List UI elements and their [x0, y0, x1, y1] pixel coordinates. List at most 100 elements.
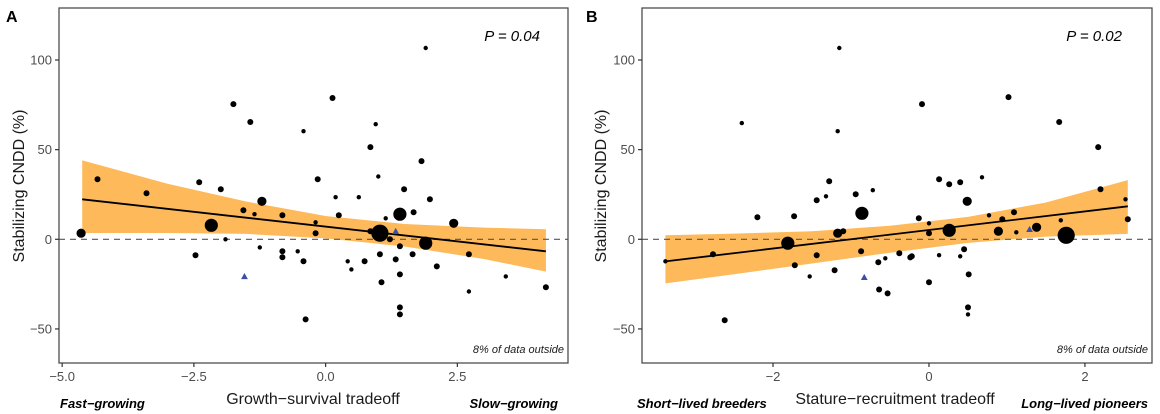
data-point: [936, 176, 943, 183]
data-point: [833, 228, 843, 238]
data-point: [333, 195, 338, 200]
data-point: [393, 207, 407, 221]
data-point: [915, 215, 922, 222]
data-point: [409, 251, 416, 258]
x-axis-title: Stature−recruitment tradeoff: [795, 391, 995, 408]
data-point: [279, 254, 286, 261]
data-point: [143, 190, 150, 197]
axes-layer: −50 0 50 100 −5.0 −2.5 0.0 2.5: [30, 7, 569, 384]
data-point-triangle: [860, 273, 868, 281]
data-point-triangle: [241, 273, 248, 280]
data-point: [1011, 209, 1017, 216]
data-point: [823, 194, 829, 199]
data-point: [852, 191, 859, 198]
data-point: [410, 209, 417, 216]
data-point: [361, 258, 368, 265]
x-tick-label: 2.5: [448, 369, 466, 384]
data-point: [870, 188, 875, 193]
data-point: [908, 253, 915, 260]
data-point: [418, 158, 425, 165]
data-point: [279, 248, 286, 255]
points-layer: [663, 45, 1131, 324]
data-point: [396, 304, 403, 311]
data-point: [466, 289, 472, 294]
data-point: [961, 246, 968, 253]
data-point: [349, 267, 354, 272]
data-point: [386, 236, 393, 243]
x-tick-label: 0.0: [317, 369, 335, 384]
data-point: [807, 274, 812, 279]
data-point: [401, 186, 408, 193]
data-point: [392, 256, 399, 263]
data-point: [962, 196, 972, 206]
data-point: [896, 250, 903, 257]
data-point: [1057, 226, 1075, 244]
data-point: [279, 212, 286, 219]
data-point: [257, 196, 267, 206]
data-point: [1058, 218, 1064, 223]
data-point: [196, 179, 203, 186]
data-point: [831, 267, 838, 274]
y-tick-label: −50: [30, 321, 52, 336]
data-point: [542, 284, 549, 291]
y-tick-label: 50: [38, 142, 52, 157]
x-end-label-right: Slow−growing: [470, 396, 559, 411]
y-tick-label: −50: [613, 321, 635, 336]
data-point: [223, 237, 228, 242]
data-point: [503, 274, 508, 279]
fit-line-layer: [82, 198, 546, 253]
data-point: [875, 259, 882, 266]
data-point: [302, 316, 309, 323]
axes-layer: −50 0 50 100 −2 0 2: [613, 7, 1153, 384]
regression-line: [82, 198, 546, 253]
x-tick-label: 2: [1081, 369, 1088, 384]
data-point: [813, 197, 820, 204]
plot-frame: [58, 7, 569, 364]
data-point: [663, 259, 668, 264]
data-point: [791, 262, 798, 269]
x-end-label-left: Short−lived breeders: [637, 396, 767, 411]
y-tick-label: 100: [613, 52, 635, 67]
data-point: [986, 213, 992, 218]
data-point: [1095, 144, 1102, 151]
y-axis-title: Stabilizing CNDD (%): [11, 110, 28, 263]
data-point: [721, 317, 728, 324]
data-point: [837, 45, 842, 51]
data-point: [312, 230, 319, 237]
plot-frame: [641, 7, 1153, 364]
data-point: [378, 279, 385, 286]
data-point: [926, 279, 932, 286]
data-point: [300, 258, 307, 265]
data-point: [396, 271, 403, 278]
data-point: [883, 256, 888, 261]
confidence-band: [665, 180, 1128, 284]
x-tick-label: −2: [766, 369, 781, 384]
data-point: [840, 228, 847, 235]
data-point: [217, 186, 224, 193]
p-value-annotation: P = 0.02: [1066, 28, 1122, 45]
confidence-band: [82, 160, 546, 272]
data-point: [999, 216, 1006, 223]
x-tick-label: −2.5: [181, 369, 207, 384]
y-tick-label: 0: [45, 232, 52, 247]
panel-label: A: [6, 9, 18, 26]
p-value-annotation: P = 0.04: [484, 28, 540, 45]
ci-band-layer: [665, 180, 1128, 284]
panel-a: A −50 0 50 100 −5.0 −2.5 0.0 2.5 P = 0.04 8% of…: [6, 7, 569, 411]
data-point: [295, 249, 300, 254]
data-point: [1097, 186, 1104, 193]
data-point: [965, 271, 972, 278]
panel-b: B −50 0 50 100 −2 0 2 P = 0.02 8% of data outs…: [586, 7, 1153, 411]
data-point: [396, 243, 403, 250]
data-point: [373, 122, 378, 127]
data-point: [247, 119, 254, 125]
data-point: [314, 176, 321, 183]
data-point: [313, 220, 318, 225]
data-point: [376, 174, 381, 179]
data-point: [926, 230, 932, 237]
data-outside-note: 8% of data outside: [473, 344, 564, 356]
data-point: [979, 175, 985, 180]
data-point: [1056, 119, 1063, 125]
data-point: [926, 221, 932, 226]
